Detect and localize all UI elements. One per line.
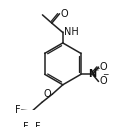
Text: O: O: [99, 76, 107, 86]
Text: F: F: [35, 122, 41, 127]
Text: N: N: [88, 69, 97, 79]
Text: O: O: [60, 9, 68, 19]
Text: F: F: [23, 122, 29, 127]
Text: O: O: [44, 89, 51, 99]
Text: NH: NH: [64, 27, 79, 37]
Text: +: +: [94, 66, 100, 72]
Text: O: O: [99, 62, 107, 72]
Text: −: −: [102, 70, 109, 80]
Text: F: F: [15, 105, 21, 115]
